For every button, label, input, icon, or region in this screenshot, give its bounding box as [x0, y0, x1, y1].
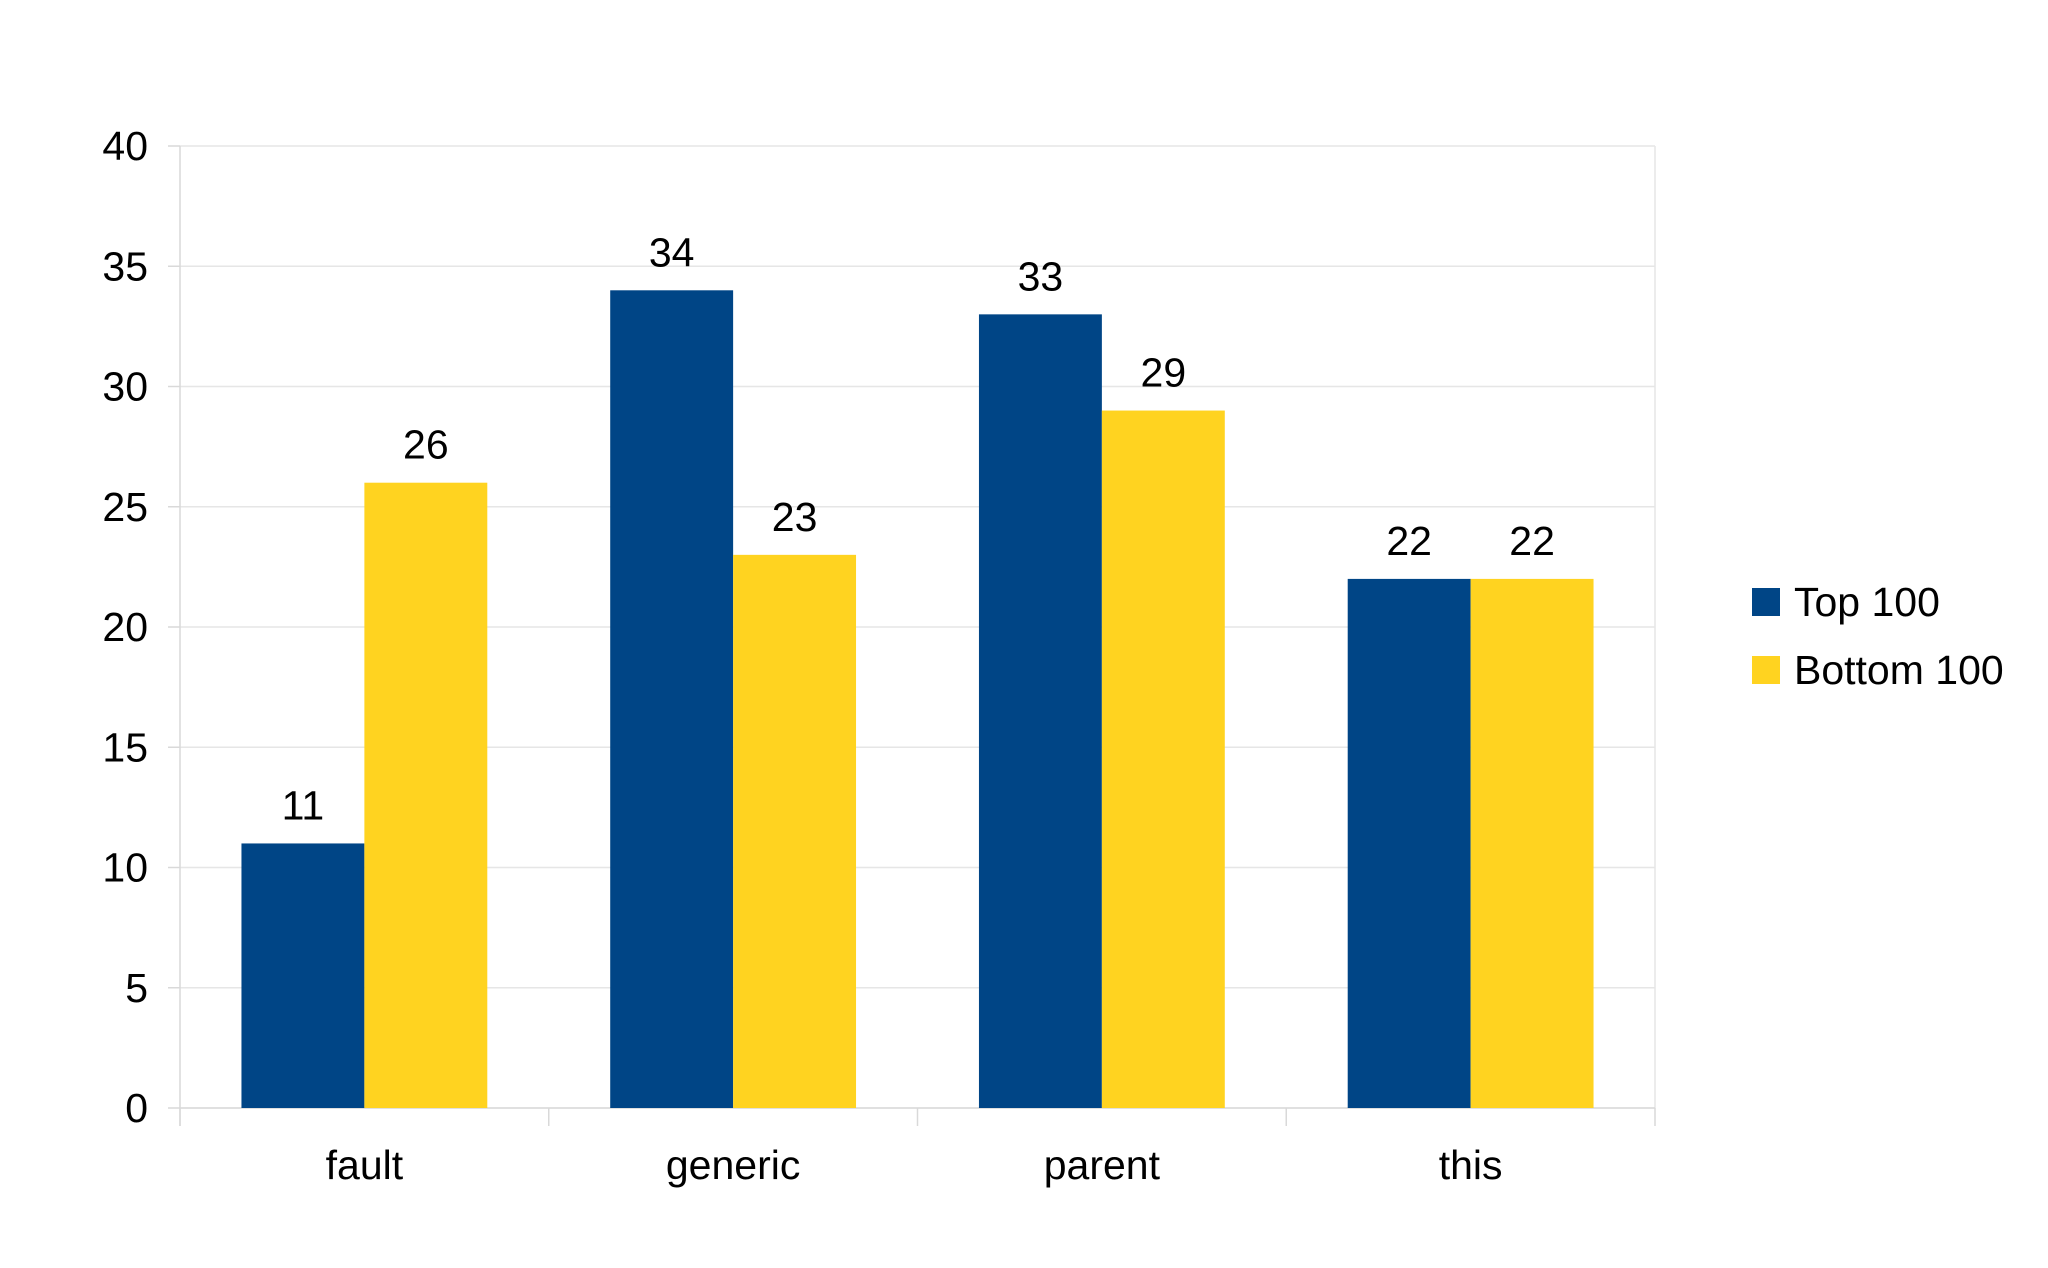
bar-parent-bottom-100	[1101, 410, 1225, 1108]
data-label: 34	[649, 229, 695, 275]
legend-label: Top 100	[1794, 579, 1940, 625]
y-tick-label: 15	[102, 724, 148, 770]
y-tick-label: 10	[102, 845, 148, 891]
x-category-label: fault	[326, 1142, 404, 1188]
legend-swatch	[1752, 656, 1780, 684]
y-tick-label: 0	[125, 1085, 148, 1131]
legend: Top 100 Bottom 100	[1752, 579, 2004, 693]
bar-generic-top-100	[610, 290, 734, 1108]
x-category-label: generic	[666, 1142, 800, 1188]
bar-fault-top-100	[241, 843, 365, 1108]
y-tick-label: 40	[102, 123, 148, 169]
bar-parent-top-100	[978, 314, 1102, 1109]
x-category-label: this	[1439, 1142, 1503, 1188]
x-category-label: parent	[1044, 1142, 1161, 1188]
data-label: 29	[1141, 350, 1187, 396]
bars	[241, 290, 1594, 1109]
data-label: 33	[1018, 253, 1064, 299]
y-tick-label: 35	[102, 243, 148, 289]
y-tick-label: 30	[102, 364, 148, 410]
data-label: 26	[403, 422, 449, 468]
y-tick-label: 25	[102, 484, 148, 530]
legend-label: Bottom 100	[1794, 647, 2004, 693]
y-tick-label: 5	[125, 965, 148, 1011]
bar-this-top-100	[1347, 578, 1471, 1108]
data-labels: 11 26 34 23 33 29 22 22	[282, 229, 1555, 828]
data-label: 11	[282, 782, 325, 828]
legend-swatch	[1752, 588, 1780, 616]
bar-fault-bottom-100	[364, 482, 488, 1108]
axes: 0 5 10 15 20 25 30 35 40 fault generic parent this	[102, 123, 1656, 1188]
data-label: 23	[772, 494, 818, 540]
data-label: 22	[1509, 518, 1555, 564]
bar-generic-bottom-100	[733, 554, 857, 1108]
y-tick-label: 20	[102, 604, 148, 650]
data-label: 22	[1386, 518, 1432, 564]
bar-this-bottom-100	[1470, 578, 1594, 1108]
